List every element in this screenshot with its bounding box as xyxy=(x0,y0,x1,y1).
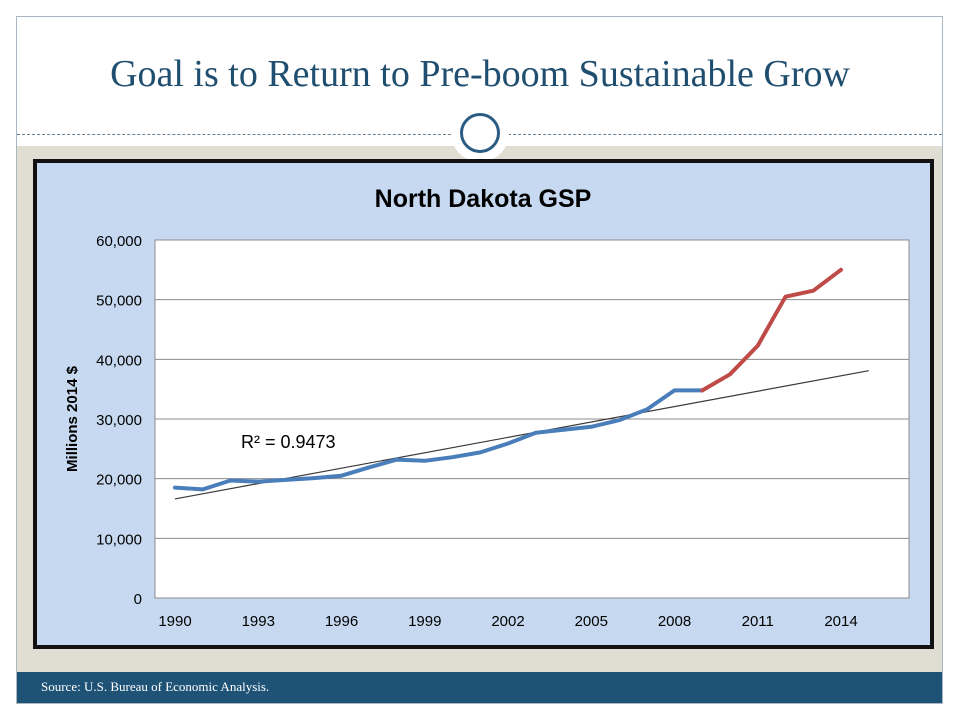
x-tick-label-2008: 2008 xyxy=(658,613,691,630)
x-tick-labels: 1990 1993 1996 1999 2002 2005 2008 2011 2014 xyxy=(158,613,857,630)
y-tick-label-0: 0 xyxy=(134,591,142,608)
y-tick-label-20000: 20,000 xyxy=(96,472,142,489)
footer-bar: Source: U.S. Bureau of Economic Analysis… xyxy=(17,672,942,703)
slide-title: Goal is to Return to Pre-boom Sustainabl… xyxy=(110,53,850,95)
chart-title: North Dakota GSP xyxy=(375,185,592,213)
x-tick-label-2005: 2005 xyxy=(575,613,608,630)
trendline-r-squared-label: R² = 0.9473 xyxy=(241,432,336,452)
y-tick-label-50000: 50,000 xyxy=(96,293,142,310)
divider-ring-icon xyxy=(460,113,500,153)
y-tick-label-40000: 40,000 xyxy=(96,352,142,369)
x-tick-label-1996: 1996 xyxy=(325,613,358,630)
trendline xyxy=(174,370,869,500)
x-tick-label-1993: 1993 xyxy=(242,613,275,630)
y-tick-label-60000: 60,000 xyxy=(96,233,142,250)
x-tick-label-2014: 2014 xyxy=(824,613,857,630)
y-tick-labels: 0 10,000 20,000 30,000 40,000 50,000 60,000 xyxy=(96,233,142,608)
series-line-boom xyxy=(700,267,843,393)
series-line-pre-boom xyxy=(173,388,705,492)
x-tick-label-2002: 2002 xyxy=(491,613,524,630)
y-axis-label: Millions 2014 $ xyxy=(64,365,81,472)
x-tick-label-1990: 1990 xyxy=(158,613,191,630)
series-layer xyxy=(173,267,843,492)
y-tick-label-10000: 10,000 xyxy=(96,531,142,548)
x-tick-label-2011: 2011 xyxy=(742,613,774,630)
trendline-layer xyxy=(174,370,869,500)
chart: 0 10,000 20,000 30,000 40,000 50,000 60,000 19… xyxy=(64,185,910,630)
y-tick-label-30000: 30,000 xyxy=(96,412,142,429)
x-tick-label-1999: 1999 xyxy=(408,613,441,630)
source-note: Source: U.S. Bureau of Economic Analysis… xyxy=(41,679,270,694)
